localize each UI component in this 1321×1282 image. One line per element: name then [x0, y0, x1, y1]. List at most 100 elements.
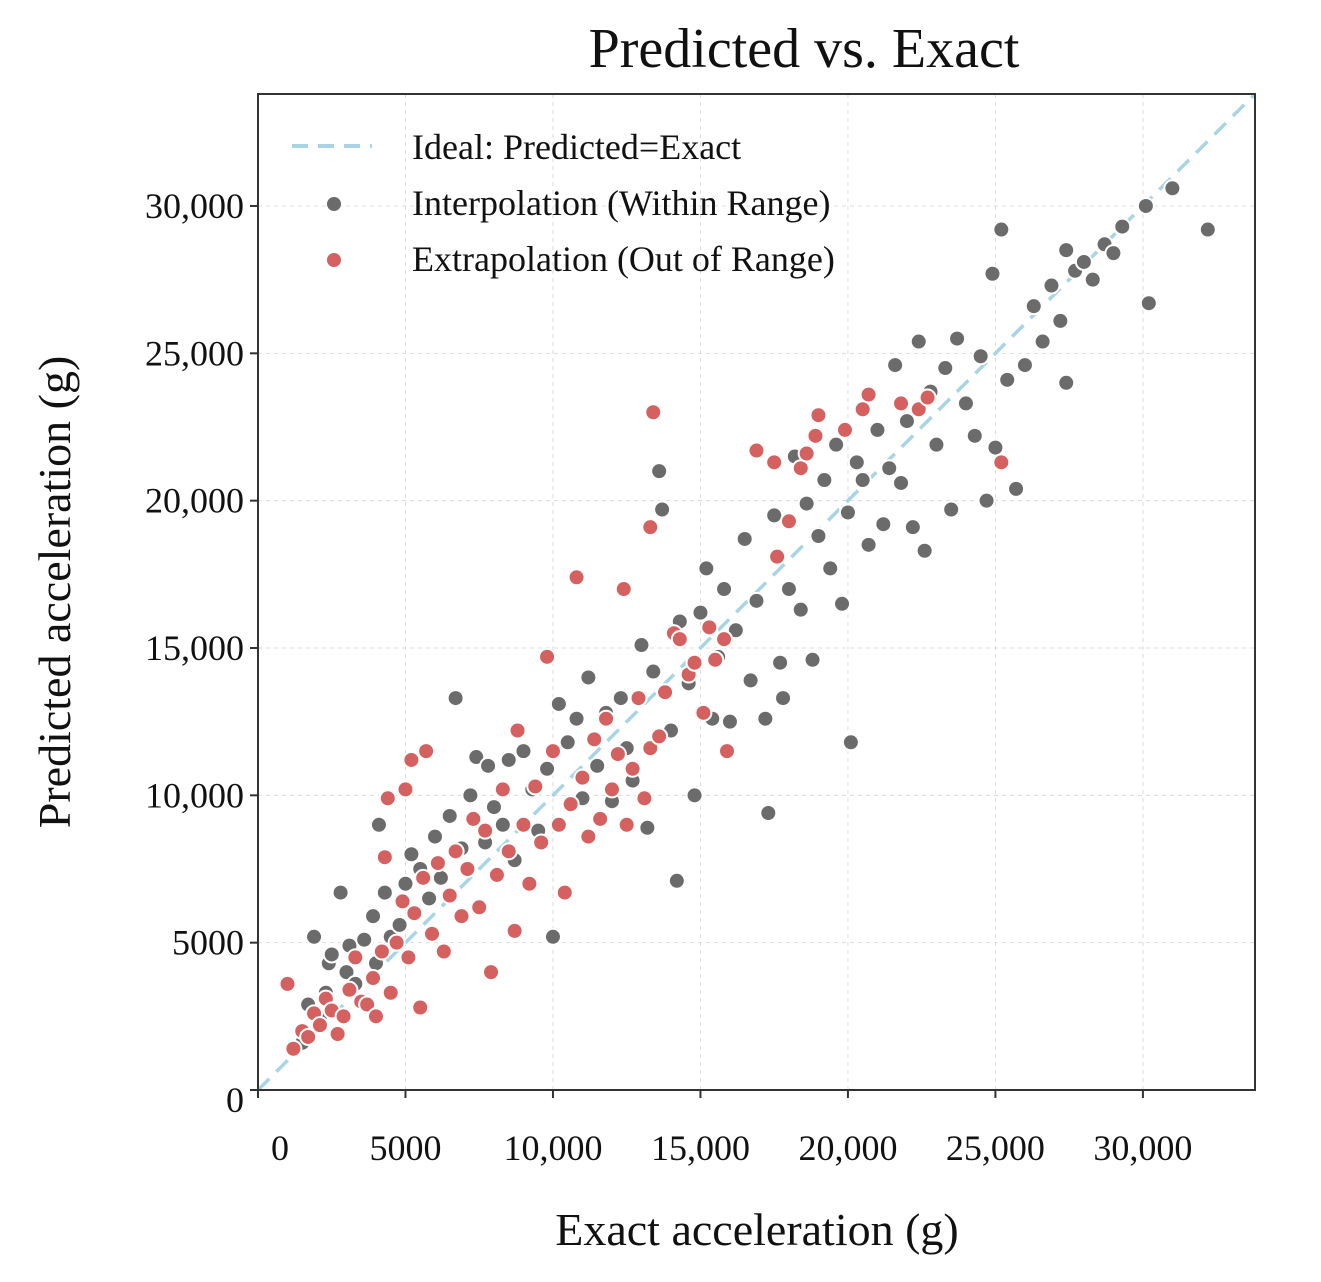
interpolation-point [1163, 179, 1182, 198]
interpolation-point [741, 671, 760, 690]
y-tick-label: 20,000 [145, 481, 244, 521]
extrapolation-point [487, 865, 506, 884]
interpolation-point [499, 750, 518, 769]
extrapolation-point [381, 983, 400, 1002]
extrapolation-point [375, 848, 394, 867]
interpolation-point [390, 915, 409, 934]
interpolation-point [431, 868, 450, 887]
extrapolation-point [464, 809, 483, 828]
interpolation-point [809, 527, 828, 546]
extrapolation-point [428, 854, 447, 873]
interpolation-point [543, 927, 562, 946]
interpolation-point [747, 591, 766, 610]
interpolation-point [1057, 373, 1076, 392]
interpolation-point [1024, 297, 1043, 316]
extrapolation-point [482, 963, 501, 982]
extrapolation-point [791, 459, 810, 478]
plot-frame [257, 93, 1256, 1091]
interpolation-point [965, 426, 984, 445]
extrapolation-point [623, 759, 642, 778]
interpolation-point [1057, 241, 1076, 260]
extrapolation-point [685, 653, 704, 672]
interpolation-point [977, 491, 996, 510]
interpolation-point [638, 818, 657, 837]
interpolation-point [986, 438, 1005, 457]
extrapolation-point [399, 948, 418, 967]
extrapolation-point [715, 630, 734, 649]
extrapolation-point [768, 547, 787, 566]
interpolation-point [942, 500, 961, 519]
interpolation-point [897, 412, 916, 431]
interpolation-point [779, 580, 798, 599]
extrapolation-point [278, 974, 297, 993]
extrapolation-point [585, 730, 604, 749]
interpolation-point [971, 347, 990, 366]
interpolation-point [355, 930, 374, 949]
interpolation-point [909, 332, 928, 351]
interpolation-point [461, 786, 480, 805]
extrapolation-point [853, 400, 872, 419]
extrapolation-point [538, 647, 557, 666]
extrapolation-point [779, 512, 798, 531]
chart-title: Predicted vs. Exact [589, 18, 1020, 80]
interpolation-point [859, 535, 878, 554]
interpolation-point [479, 756, 498, 775]
interpolation-point [611, 689, 630, 708]
interpolation-point [558, 733, 577, 752]
extrapolation-point [706, 650, 725, 669]
x-tick-label: 30,000 [1093, 1128, 1192, 1168]
extrapolation-point [670, 630, 689, 649]
legend-extrapolation-label: Extrapolation (Out of Range) [412, 239, 835, 279]
extrapolation-point [532, 833, 551, 852]
interpolation-point [331, 883, 350, 902]
interpolation-point [1042, 276, 1061, 295]
extrapolation-point [396, 780, 415, 799]
extrapolation-point [328, 1025, 347, 1044]
interpolation-point [1136, 196, 1155, 215]
interpolation-point [833, 594, 852, 613]
extrapolation-point [505, 921, 524, 940]
interpolation-point [915, 541, 934, 560]
y-axis-ticks: 0 5000 10,000 15,000 20,000 25,000 30,000 [145, 186, 258, 1120]
extrapolation-point [340, 980, 359, 999]
extrapolation-point [835, 420, 854, 439]
extrapolation-point [346, 948, 365, 967]
extrapolation-point [644, 403, 663, 422]
extrapolation-point [387, 933, 406, 952]
interpolation-point [992, 220, 1011, 239]
interpolation-point [337, 963, 356, 982]
legend-interpolation-swatch [327, 197, 341, 211]
interpolation-point [771, 653, 790, 672]
interpolation-point [632, 636, 651, 655]
interpolation-point [735, 529, 754, 548]
extrapolation-point [423, 924, 442, 943]
interpolation-point [903, 518, 922, 537]
interpolation-point [948, 329, 967, 348]
extrapolation-point [555, 883, 574, 902]
x-tick-label: 5000 [369, 1128, 441, 1168]
extrapolation-point [809, 406, 828, 425]
interpolation-point [567, 709, 586, 728]
interpolation-point [369, 815, 388, 834]
extrapolation-point [372, 942, 391, 961]
interpolation-point [886, 356, 905, 375]
extrapolation-point [411, 998, 430, 1017]
interpolation-point [1051, 311, 1070, 330]
extrapolation-point [334, 1007, 353, 1026]
extrapolation-point [414, 868, 433, 887]
interpolation-point [874, 515, 893, 534]
extrapolation-point [526, 777, 545, 796]
interpolation-point [715, 580, 734, 599]
extrapolation-point [918, 388, 937, 407]
x-tick-label: 25,000 [946, 1128, 1045, 1168]
interpolation-point [998, 370, 1017, 389]
extrapolation-point [650, 727, 669, 746]
interpolation-point [588, 756, 607, 775]
extrapolation-point [602, 780, 621, 799]
x-axis-label: Exact acceleration (g) [555, 1204, 959, 1255]
extrapolation-point [405, 904, 424, 923]
x-tick-label: 15,000 [651, 1128, 750, 1168]
interpolation-point [1113, 217, 1132, 236]
extrapolation-point [366, 1007, 385, 1026]
interpolation-point [644, 662, 663, 681]
